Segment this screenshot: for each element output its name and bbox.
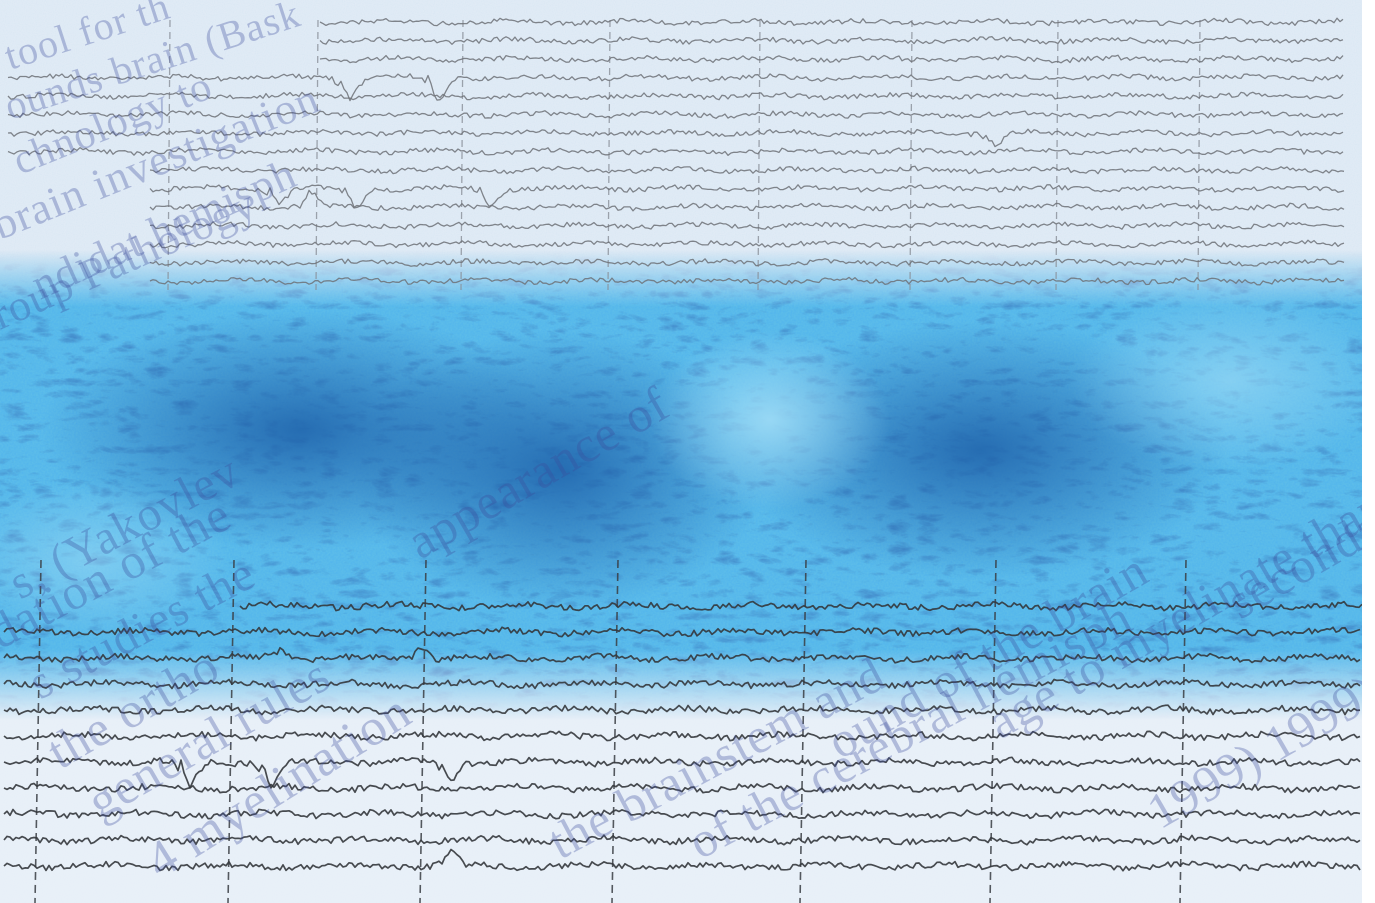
- grid-marker-bottom: [227, 559, 235, 903]
- text-fragment: appearance of: [398, 375, 679, 569]
- eeg-trace-upper: [149, 221, 1345, 230]
- grid-marker-top: [1197, 19, 1201, 291]
- eeg-trace-lower: [3, 704, 1361, 716]
- grid-marker-top: [757, 19, 761, 291]
- eeg-trace-lower: [3, 808, 1361, 820]
- eeg-trace-upper: [7, 73, 1344, 102]
- eeg-trace-upper: [319, 36, 1344, 45]
- eeg-trace-upper: [149, 189, 1345, 212]
- right-margin-strip: [1362, 0, 1375, 903]
- grid-marker-bottom: [1179, 559, 1187, 903]
- pale-patch-right: [1070, 290, 1375, 470]
- grid-marker-bottom: [611, 559, 619, 903]
- grid-marker-bottom: [419, 559, 427, 903]
- pale-patch-left: [0, 480, 230, 640]
- eeg-trace-upper: [319, 17, 1344, 27]
- grid-marker-bottom: [34, 559, 42, 903]
- eeg-trace-lower: [239, 600, 1363, 612]
- grid-marker-top: [909, 19, 913, 291]
- blue-texture-band: [0, 250, 1375, 720]
- eeg-trace-upper: [149, 276, 1345, 286]
- eeg-trace-upper: [149, 165, 1345, 175]
- eeg-trace-lower: [3, 730, 1361, 742]
- eeg-trace-upper: [7, 110, 1344, 119]
- eeg-trace-upper: [149, 184, 1345, 208]
- eeg-trace-lower: [3, 626, 1361, 638]
- eeg-trace-upper: [319, 54, 1344, 64]
- grid-marker-bottom: [799, 559, 807, 903]
- grid-marker-top: [167, 19, 171, 291]
- eeg-trace-lower: [3, 646, 1361, 664]
- eeg-trace-upper: [7, 91, 1344, 101]
- grid-marker-top: [460, 19, 464, 291]
- grid-marker-top: [315, 19, 319, 291]
- eeg-trace-lower: [3, 834, 1361, 846]
- pale-disc: [650, 330, 890, 510]
- eeg-trace-lower: [3, 782, 1361, 794]
- eeg-trace-lower: [3, 678, 1361, 690]
- eeg-trace-lower: [3, 756, 1361, 789]
- grid-marker-top: [1055, 19, 1059, 291]
- eeg-trace-lower: [3, 848, 1361, 872]
- eeg-trace-upper: [7, 128, 1344, 148]
- eeg-trace-upper: [7, 147, 1344, 156]
- eeg-trace-upper: [149, 258, 1345, 267]
- eeg-trace-upper: [149, 239, 1345, 249]
- grid-marker-bottom: [989, 559, 997, 903]
